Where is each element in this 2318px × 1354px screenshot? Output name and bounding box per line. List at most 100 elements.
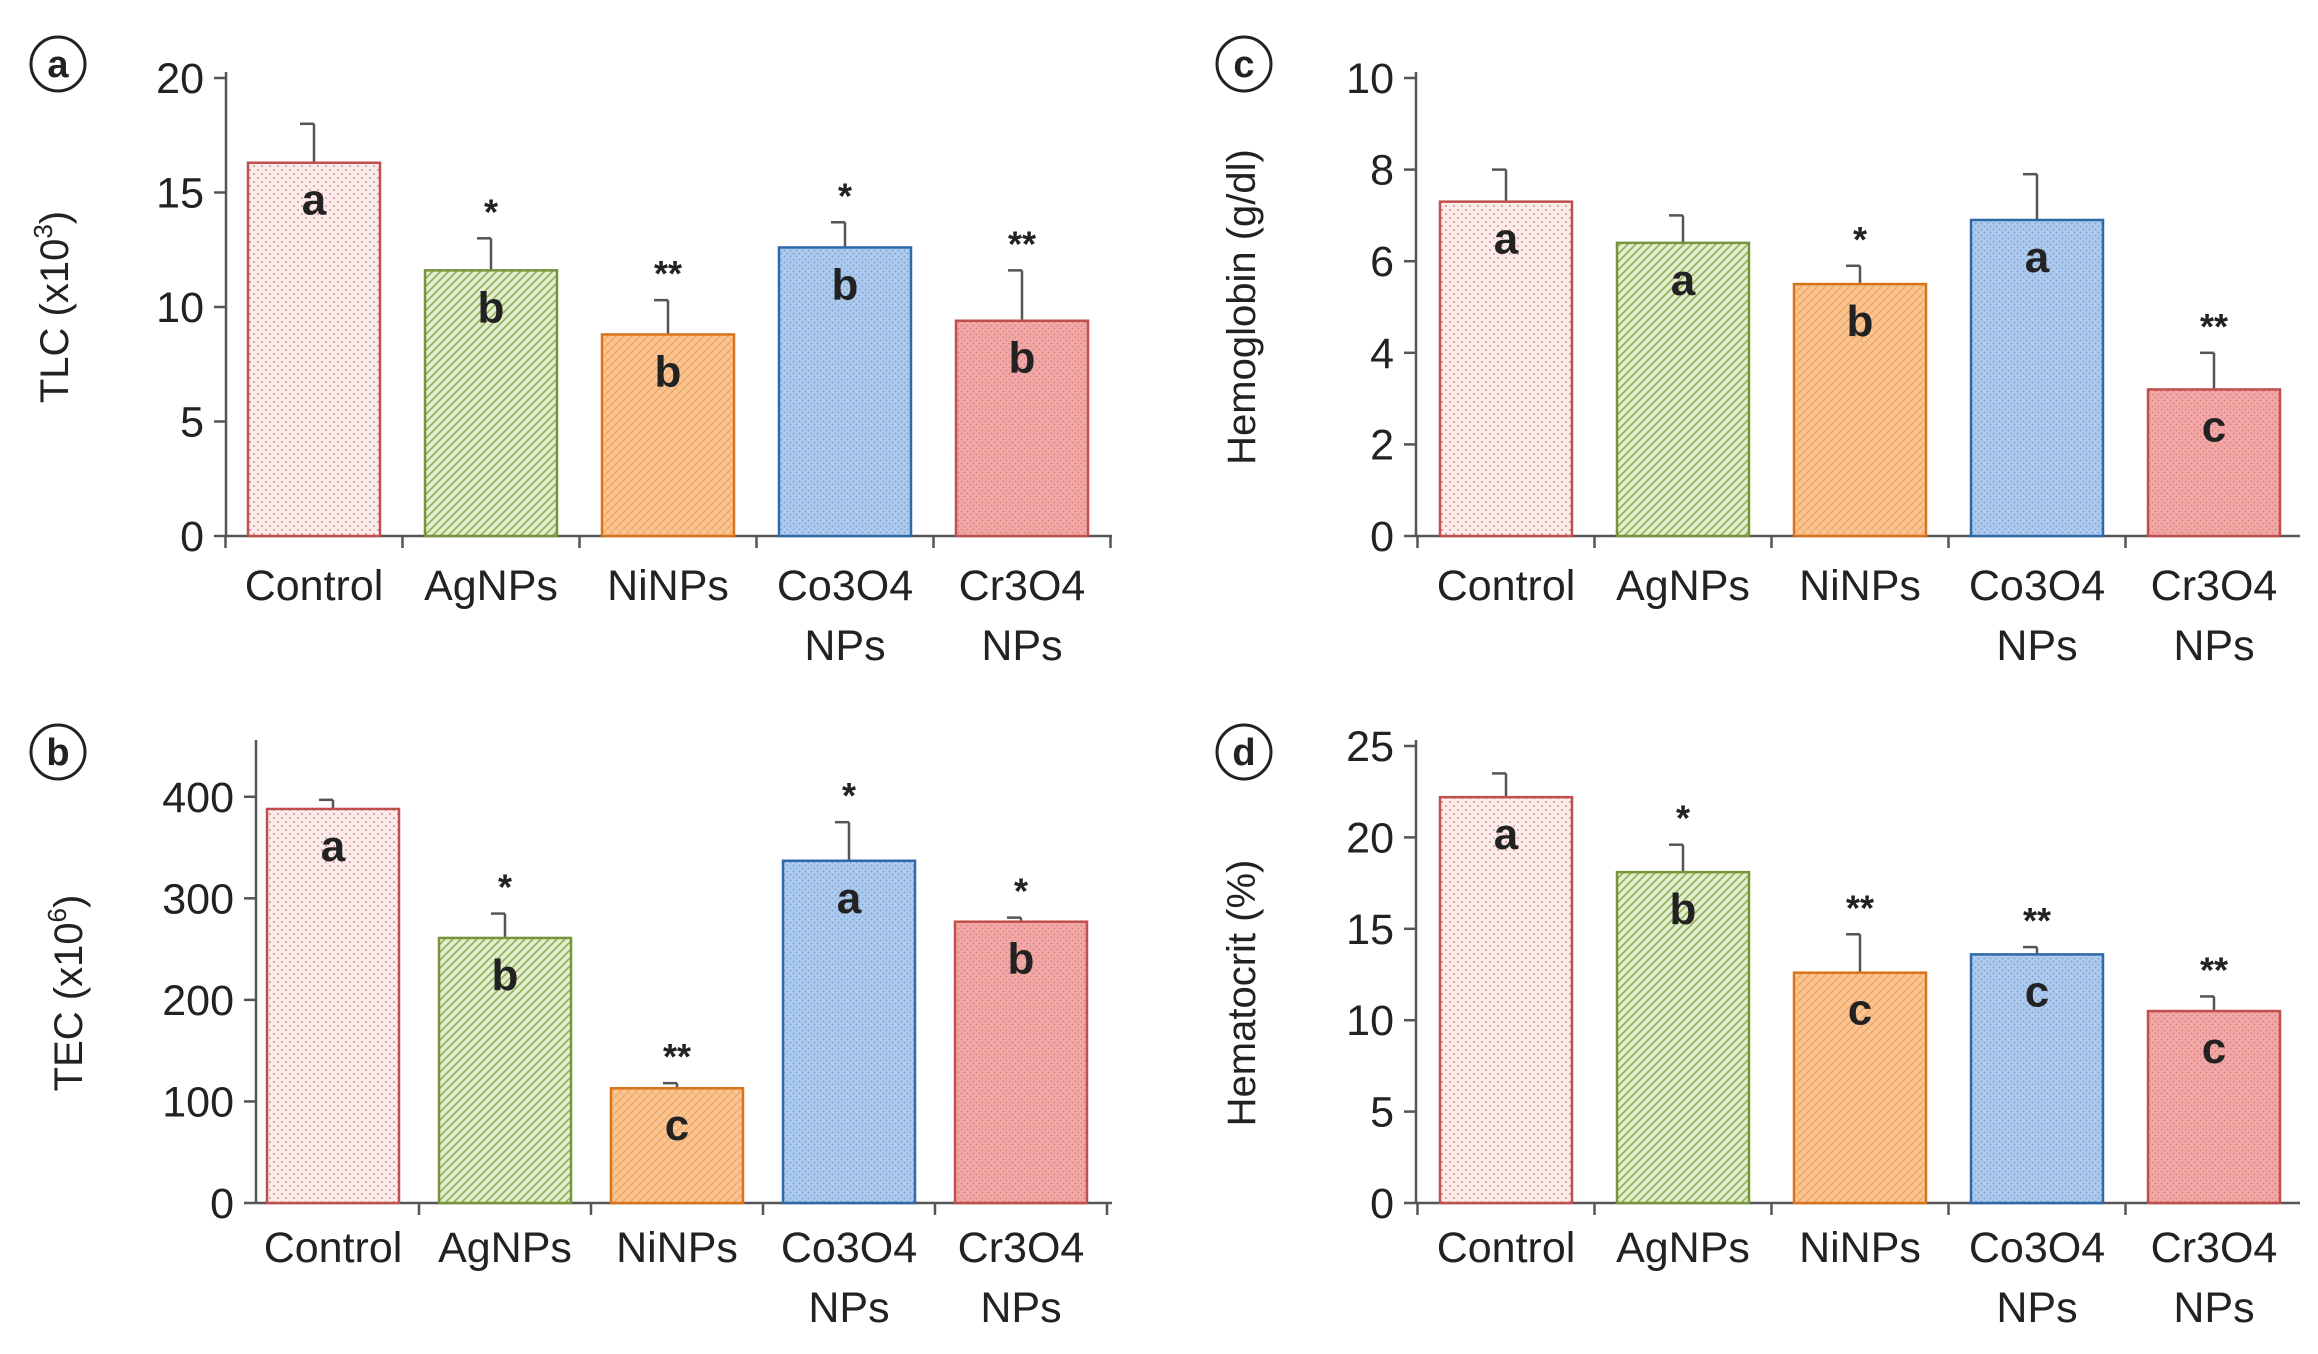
x-category-label-cr3o4-nps: NPs [980, 1284, 1061, 1332]
x-category-label-co3o4-nps: NPs [1996, 622, 2077, 670]
group-letter-agnps: a [1671, 256, 1696, 305]
x-category-label-control: Control [1437, 1224, 1576, 1272]
x-category-label-agnps: AgNPs [438, 1224, 572, 1272]
x-category-label-co3o4-nps: NPs [804, 622, 885, 670]
x-category-label-cr3o4-nps: Cr3O4 [958, 1224, 1085, 1272]
group-letter-agnps: b [492, 951, 519, 1000]
significance-mark-cr3o4-nps: * [1014, 871, 1028, 912]
bar-agnps [1615, 241, 1751, 538]
y-axis-title-main: Hematocrit (%) [1220, 860, 1264, 1127]
bar-control [265, 807, 401, 1205]
group-letter-ninps: b [1847, 297, 1874, 346]
bar-cr3o4-nps [953, 920, 1089, 1205]
x-category-label-ninps: NiNPs [1799, 1224, 1921, 1272]
significance-mark-agnps: * [498, 867, 512, 908]
y-tick-label: 2 [1370, 421, 1394, 469]
group-letter-cr3o4-nps: c [2202, 1024, 2226, 1073]
y-tick-label: 6 [1370, 238, 1394, 286]
x-category-label-ninps: NiNPs [607, 562, 729, 610]
y-tick-label: 15 [1346, 906, 1394, 954]
group-letter-ninps: c [1848, 986, 1872, 1035]
y-axis-title-close: ) [47, 895, 91, 908]
group-letter-ninps: c [665, 1101, 689, 1150]
significance-mark-co3o4-nps: ** [2023, 900, 2051, 941]
bar-cr3o4-nps [954, 319, 1090, 538]
bar-co3o4-nps [1969, 953, 2105, 1205]
group-letter-control: a [321, 822, 346, 871]
panel-label-circle [1215, 723, 1273, 781]
bar-cr3o4-nps [2146, 388, 2282, 538]
panel-label: c [1233, 44, 1254, 86]
panel-label-circle [29, 723, 87, 781]
y-tick-label: 10 [156, 284, 204, 332]
bar-co3o4-nps [781, 859, 917, 1205]
significance-mark-cr3o4-nps: ** [2200, 306, 2228, 347]
significance-mark-cr3o4-nps: ** [1008, 223, 1036, 264]
x-category-label-co3o4-nps: Co3O4 [777, 562, 913, 610]
bar-ninps [1792, 282, 1928, 538]
chart-panel-c: c 0 2 4 6 8 10 Hemoglobin (g/dl) a Control a AgNPs *… [1215, 35, 2300, 670]
x-category-label-control: Control [245, 562, 384, 610]
group-letter-agnps: b [1670, 885, 1697, 934]
bar-control [1438, 200, 1574, 538]
panel-label: a [47, 44, 69, 86]
x-category-label-cr3o4-nps: Cr3O4 [2151, 562, 2278, 610]
y-axis-title: Hemoglobin (g/dl) [1220, 149, 1264, 465]
chart-panel-b: b 0 100 200 300 400 TEC (x106) a Control * b AgNPs *… [29, 723, 1112, 1332]
significance-mark-ninps: * [1853, 219, 1867, 260]
group-letter-co3o4-nps: a [2025, 233, 2050, 282]
y-tick-label: 0 [210, 1180, 234, 1228]
y-tick-label: 0 [1370, 1180, 1394, 1228]
x-category-label-ninps: NiNPs [616, 1224, 738, 1272]
y-axis-title-exponent: 6 [42, 908, 72, 922]
group-letter-ninps: b [655, 347, 682, 396]
panel-label: d [1232, 732, 1255, 774]
group-letter-agnps: b [478, 283, 505, 332]
bar-ninps [1792, 971, 1928, 1205]
group-letter-cr3o4-nps: b [1009, 334, 1036, 383]
y-tick-label: 10 [1346, 55, 1394, 103]
significance-mark-co3o4-nps: * [838, 175, 852, 216]
y-axis-title-main: TEC (x10 [47, 922, 91, 1091]
y-tick-label: 300 [162, 875, 234, 923]
x-category-label-co3o4-nps: Co3O4 [1969, 1224, 2105, 1272]
bar-agnps [1615, 870, 1751, 1205]
y-axis-title: TEC (x106) [42, 895, 91, 1092]
group-letter-control: a [1494, 810, 1519, 859]
x-category-label-co3o4-nps: Co3O4 [781, 1224, 917, 1272]
y-axis-title: Hematocrit (%) [1220, 860, 1264, 1127]
y-tick-label: 0 [180, 513, 204, 561]
x-category-label-agnps: AgNPs [1616, 1224, 1750, 1272]
bar-ninps [600, 333, 736, 538]
y-tick-label: 100 [162, 1078, 234, 1126]
group-letter-cr3o4-nps: b [1008, 935, 1035, 984]
significance-mark-ninps: ** [1846, 887, 1874, 928]
panel-label: b [46, 732, 69, 774]
x-category-label-ninps: NiNPs [1799, 562, 1921, 610]
significance-mark-agnps: * [484, 191, 498, 232]
y-tick-label: 10 [1346, 997, 1394, 1045]
bar-cr3o4-nps [2146, 1009, 2282, 1205]
x-category-label-co3o4-nps: NPs [1996, 1284, 2077, 1332]
y-axis-title: TLC (x103) [28, 211, 77, 403]
group-letter-control: a [302, 176, 327, 225]
significance-mark-co3o4-nps: * [842, 775, 856, 816]
x-category-label-co3o4-nps: Co3O4 [1969, 562, 2105, 610]
group-letter-co3o4-nps: a [837, 874, 862, 923]
y-tick-label: 5 [1370, 1089, 1394, 1137]
chart-panel-a: a 0 5 10 15 20 TLC (x103) a Control * b AgNPs ** b NiN… [28, 35, 1112, 670]
x-category-label-control: Control [264, 1224, 403, 1272]
y-axis-title-exponent: 3 [28, 224, 58, 238]
panel-label-circle [29, 35, 87, 93]
group-letter-control: a [1494, 215, 1519, 264]
bar-control [1438, 795, 1574, 1205]
x-category-label-co3o4-nps: NPs [808, 1284, 889, 1332]
x-category-label-cr3o4-nps: NPs [981, 622, 1062, 670]
x-category-label-cr3o4-nps: Cr3O4 [959, 562, 1086, 610]
y-axis-title-main: Hemoglobin (g/dl) [1220, 149, 1264, 465]
y-tick-label: 8 [1370, 147, 1394, 195]
y-tick-label: 200 [162, 977, 234, 1025]
bar-ninps [609, 1086, 745, 1205]
bar-agnps [437, 936, 573, 1205]
